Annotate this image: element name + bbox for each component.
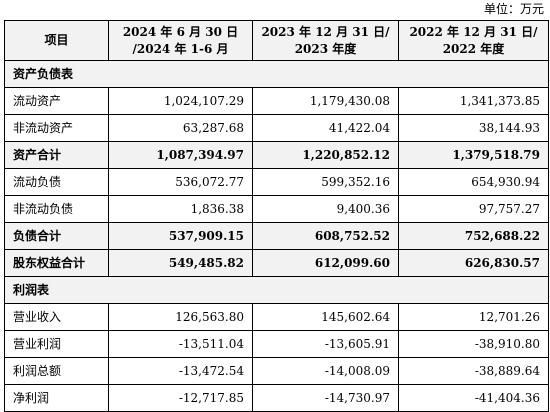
financial-summary-table: 项目 2024 年 6 月 30 日 /2024 年 1-6 月 2023 年 …	[4, 20, 549, 412]
header-period-2022-line1: 2022 年 12 月 31 日/	[409, 24, 538, 39]
table-row: 非流动资产 63,287.68 41,422.04 38,144.93	[4, 114, 549, 142]
section-title: 利润表	[4, 276, 549, 304]
row-label: 资产合计	[4, 141, 109, 169]
row-label: 流动负债	[4, 168, 109, 196]
value-2022: 38,144.93	[398, 114, 549, 142]
row-label: 非流动资产	[4, 114, 109, 142]
value-2023: 599,352.16	[252, 168, 399, 196]
unit-label: 单位：万元	[483, 2, 544, 16]
header-period-2024h1-line2: /2024 年 1-6 月	[132, 41, 229, 56]
value-2022: -41,404.36	[398, 384, 549, 412]
value-2023: -14,008.09	[252, 357, 399, 385]
table-row: 利润总额 -13,472.54 -14,008.09 -38,889.64	[4, 357, 549, 385]
value-2023: 612,099.60	[252, 249, 399, 277]
value-2022: 1,379,518.79	[398, 141, 549, 169]
table-row: 流动资产 1,024,107.29 1,179,430.08 1,341,373.85	[4, 87, 549, 115]
header-period-2024h1-line1: 2024 年 6 月 30 日	[122, 24, 239, 39]
row-label: 股东权益合计	[4, 249, 109, 277]
value-2022: -38,889.64	[398, 357, 549, 385]
table-body: 资产负债表 流动资产 1,024,107.29 1,179,430.08 1,341,3…	[4, 60, 549, 412]
header-period-2022-line2: 2022 年度	[442, 41, 505, 56]
value-2024h1: 1,836.38	[108, 195, 253, 223]
table-header-row: 项目 2024 年 6 月 30 日 /2024 年 1-6 月 2023 年 …	[4, 20, 549, 61]
row-label: 利润总额	[4, 357, 109, 385]
value-2024h1: -12,717.85	[108, 384, 253, 412]
value-2022: 626,830.57	[398, 249, 549, 277]
total-row: 股东权益合计 549,485.82 612,099.60 626,830.57	[4, 249, 549, 277]
row-label: 负债合计	[4, 222, 109, 250]
value-2024h1: 63,287.68	[108, 114, 253, 142]
value-2024h1: -13,511.04	[108, 330, 253, 358]
table-row: 营业利润 -13,511.04 -13,605.91 -38,910.80	[4, 330, 549, 358]
header-period-2024h1: 2024 年 6 月 30 日 /2024 年 1-6 月	[108, 20, 253, 61]
value-2023: 1,220,852.12	[252, 141, 399, 169]
header-period-2023: 2023 年 12 月 31 日/ 2023 年度	[252, 20, 399, 61]
value-2023: 41,422.04	[252, 114, 399, 142]
value-2024h1: 536,072.77	[108, 168, 253, 196]
row-label: 流动资产	[4, 87, 109, 115]
row-label: 营业利润	[4, 330, 109, 358]
header-period-2023-line1: 2023 年 12 月 31 日/	[261, 24, 390, 39]
value-2022: 12,701.26	[398, 303, 549, 331]
table-row: 流动负债 536,072.77 599,352.16 654,930.94	[4, 168, 549, 196]
value-2023: -14,730.97	[252, 384, 399, 412]
header-period-2023-line2: 2023 年度	[294, 41, 357, 56]
total-row: 资产合计 1,087,394.97 1,220,852.12 1,379,518.79	[4, 141, 549, 169]
section-header-row: 资产负债表	[4, 60, 549, 88]
value-2022: 97,757.27	[398, 195, 549, 223]
value-2024h1: 126,563.80	[108, 303, 253, 331]
value-2023: 608,752.52	[252, 222, 399, 250]
value-2022: 1,341,373.85	[398, 87, 549, 115]
table-row: 非流动负债 1,836.38 9,400.36 97,757.27	[4, 195, 549, 223]
row-label: 净利润	[4, 384, 109, 412]
section-header-row: 利润表	[4, 276, 549, 304]
table-row: 营业收入 126,563.80 145,602.64 12,701.26	[4, 303, 549, 331]
value-2022: 654,930.94	[398, 168, 549, 196]
value-2022: -38,910.80	[398, 330, 549, 358]
value-2022: 752,688.22	[398, 222, 549, 250]
header-item-label: 项目	[44, 33, 69, 47]
value-2023: -13,605.91	[252, 330, 399, 358]
total-row: 负债合计 537,909.15 608,752.52 752,688.22	[4, 222, 549, 250]
value-2024h1: 1,087,394.97	[108, 141, 253, 169]
value-2024h1: -13,472.54	[108, 357, 253, 385]
value-2024h1: 537,909.15	[108, 222, 253, 250]
value-2024h1: 1,024,107.29	[108, 87, 253, 115]
section-title: 资产负债表	[4, 60, 549, 88]
header-period-2022: 2022 年 12 月 31 日/ 2022 年度	[398, 20, 549, 61]
value-2023: 9,400.36	[252, 195, 399, 223]
header-item: 项目	[4, 20, 109, 61]
value-2024h1: 549,485.82	[108, 249, 253, 277]
row-label: 营业收入	[4, 303, 109, 331]
row-label: 非流动负债	[4, 195, 109, 223]
value-2023: 145,602.64	[252, 303, 399, 331]
value-2023: 1,179,430.08	[252, 87, 399, 115]
table-row: 净利润 -12,717.85 -14,730.97 -41,404.36	[4, 384, 549, 412]
